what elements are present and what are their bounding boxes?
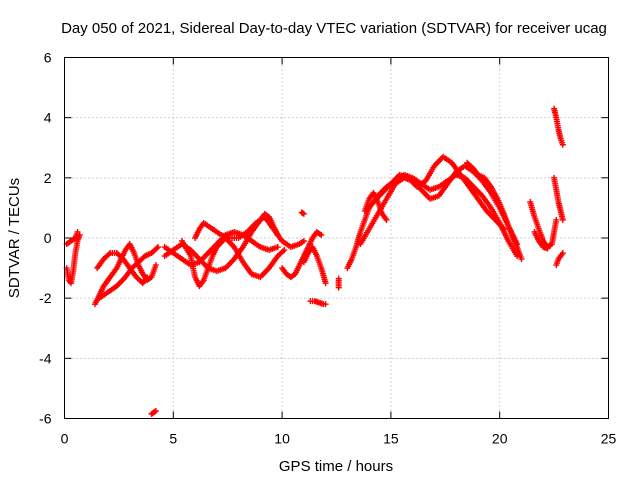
data-point-track-k bbox=[318, 231, 325, 238]
data-point-track-f bbox=[151, 408, 158, 415]
data-point-track-n bbox=[322, 301, 329, 308]
y-tick-label: -2 bbox=[39, 290, 52, 306]
data-point-track-e bbox=[155, 244, 162, 251]
data-point-track-t bbox=[518, 256, 525, 263]
data-point-track-p bbox=[514, 253, 521, 260]
data-point-track-a bbox=[76, 231, 83, 238]
y-tick-label: 2 bbox=[44, 170, 52, 186]
data-point-track-b bbox=[74, 228, 81, 235]
y-tick-label: 6 bbox=[44, 50, 52, 66]
data-point-track-o bbox=[335, 284, 342, 291]
data-point-track-c bbox=[152, 262, 159, 269]
x-tick-label: 15 bbox=[383, 431, 399, 447]
data-point-track-u bbox=[553, 216, 560, 223]
data-point-track-y bbox=[559, 250, 566, 257]
y-tick-label: -6 bbox=[39, 411, 52, 427]
data-point-track-v bbox=[544, 245, 551, 252]
data-point-track-i bbox=[281, 247, 288, 254]
y-axis-title: SDTVAR / TECUs bbox=[6, 178, 23, 298]
data-point-track-m bbox=[299, 210, 306, 217]
x-tick-label: 20 bbox=[492, 431, 508, 447]
x-tick-label: 25 bbox=[601, 431, 617, 447]
y-tick-label: 0 bbox=[44, 230, 52, 246]
tick-labels: 0 5 10 15 20 25 -6 -4 -2 0 2 4 6 bbox=[39, 50, 616, 447]
data-point-track-d bbox=[144, 274, 151, 281]
data-point-track-l bbox=[322, 280, 329, 287]
x-tick-label: 0 bbox=[61, 431, 69, 447]
y-tick-label: 4 bbox=[44, 110, 52, 126]
data-point-track-x bbox=[559, 216, 566, 223]
x-tick-label: 10 bbox=[274, 431, 290, 447]
data-point-track-g bbox=[274, 244, 281, 251]
data-point-track-j bbox=[300, 238, 307, 245]
data-point-track-s bbox=[383, 216, 390, 223]
data-point-track-f bbox=[152, 407, 159, 414]
axis-ticks bbox=[64, 57, 609, 419]
data-point-track-w bbox=[559, 141, 566, 148]
data-point-track-m bbox=[300, 210, 307, 217]
x-tick-label: 5 bbox=[169, 431, 177, 447]
data-point-track-r bbox=[501, 225, 508, 232]
data-points bbox=[63, 105, 566, 417]
x-axis-title: GPS time / hours bbox=[279, 458, 393, 475]
y-tick-label: -4 bbox=[39, 350, 52, 366]
grid-lines bbox=[64, 57, 609, 419]
chart-title: Day 050 of 2021, Sidereal Day-to-day VTE… bbox=[61, 20, 607, 37]
